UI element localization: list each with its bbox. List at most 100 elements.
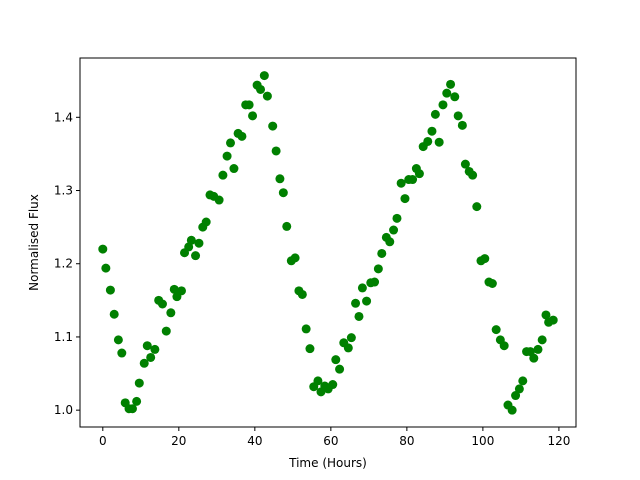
data-point: [191, 251, 201, 261]
data-point: [146, 352, 156, 362]
data-point: [201, 217, 211, 227]
data-point: [259, 71, 269, 81]
data-point: [507, 405, 517, 415]
data-point: [169, 284, 179, 294]
data-point: [389, 225, 399, 235]
data-point: [275, 174, 285, 184]
data-point: [222, 151, 232, 161]
data-point: [370, 277, 380, 287]
data-point: [357, 283, 367, 293]
data-point: [541, 310, 551, 320]
data-point: [166, 308, 176, 318]
data-point: [226, 138, 236, 148]
data-point: [117, 348, 127, 358]
data-point: [101, 263, 111, 273]
data-point: [354, 311, 364, 321]
data-point: [290, 253, 300, 263]
plot-area-frame: [79, 57, 577, 428]
x-tick-label: 80: [399, 434, 414, 448]
data-point: [362, 296, 372, 306]
y-tick-label: 1.1: [54, 330, 73, 344]
data-point: [278, 188, 288, 198]
data-point: [487, 279, 497, 288]
x-tick-label: 40: [247, 434, 262, 448]
data-point: [150, 344, 160, 354]
data-point: [346, 333, 356, 343]
data-point: [139, 358, 149, 368]
data-point: [105, 285, 115, 295]
data-point: [472, 202, 482, 212]
data-point: [533, 344, 543, 354]
y-tick-label: 1.2: [54, 257, 73, 271]
data-point: [218, 170, 228, 180]
data-point: [446, 79, 456, 89]
data-point: [113, 335, 123, 345]
data-point: [214, 195, 224, 205]
y-tick-label: 1.0: [54, 403, 73, 417]
data-point: [529, 353, 539, 363]
x-tick-label: 100: [471, 434, 494, 448]
data-point: [434, 137, 444, 147]
data-point: [127, 404, 137, 414]
data-point: [400, 194, 410, 204]
data-point: [343, 343, 353, 353]
data-point: [438, 100, 448, 110]
data-point: [430, 109, 440, 119]
data-point: [457, 120, 467, 130]
data-point: [511, 391, 521, 401]
data-point: [548, 315, 558, 325]
data-point: [385, 237, 395, 247]
data-point: [98, 244, 108, 254]
data-point: [268, 121, 278, 131]
data-point: [396, 178, 406, 188]
x-axis-label: Time (Hours): [288, 456, 367, 470]
data-point: [237, 131, 247, 141]
data-point: [262, 91, 272, 101]
data-point: [373, 264, 383, 274]
x-tick-label: 120: [547, 434, 570, 448]
data-point: [537, 335, 547, 345]
x-axis-ticks: 0 20 40 60 80 100 120: [99, 427, 570, 448]
data-point: [244, 100, 254, 110]
data-point: [229, 164, 239, 174]
data-point: [450, 92, 460, 102]
data-points: [98, 71, 558, 415]
x-tick-label: 60: [323, 434, 338, 448]
data-point: [176, 286, 186, 296]
data-point: [194, 238, 204, 248]
x-tick-label: 0: [99, 434, 107, 448]
data-point: [377, 248, 387, 258]
data-point: [313, 376, 323, 386]
data-point: [460, 159, 470, 169]
data-point: [480, 254, 490, 264]
y-tick-label: 1.4: [54, 110, 73, 124]
data-point: [328, 380, 338, 390]
data-point: [468, 170, 478, 180]
data-point: [271, 146, 281, 156]
data-point: [134, 378, 144, 388]
data-point: [491, 325, 501, 335]
data-point: [297, 289, 307, 299]
y-tick-label: 1.3: [54, 184, 73, 198]
data-point: [423, 136, 433, 146]
data-point: [109, 309, 119, 319]
data-point: [453, 111, 463, 121]
data-point: [427, 126, 437, 136]
data-point: [282, 221, 292, 231]
data-point: [499, 341, 509, 351]
data-point: [301, 324, 311, 334]
data-point: [186, 235, 196, 245]
data-point: [514, 384, 524, 394]
data-point: [256, 84, 266, 94]
y-axis-label: Normalised Flux: [27, 194, 41, 291]
data-point: [408, 175, 418, 185]
data-point: [414, 169, 424, 179]
data-point: [161, 326, 171, 336]
data-point: [305, 344, 315, 354]
y-axis-ticks: 1.0 1.1 1.2 1.3 1.4: [54, 110, 80, 417]
data-point: [142, 341, 152, 351]
data-point: [132, 396, 142, 406]
data-point: [248, 111, 258, 121]
